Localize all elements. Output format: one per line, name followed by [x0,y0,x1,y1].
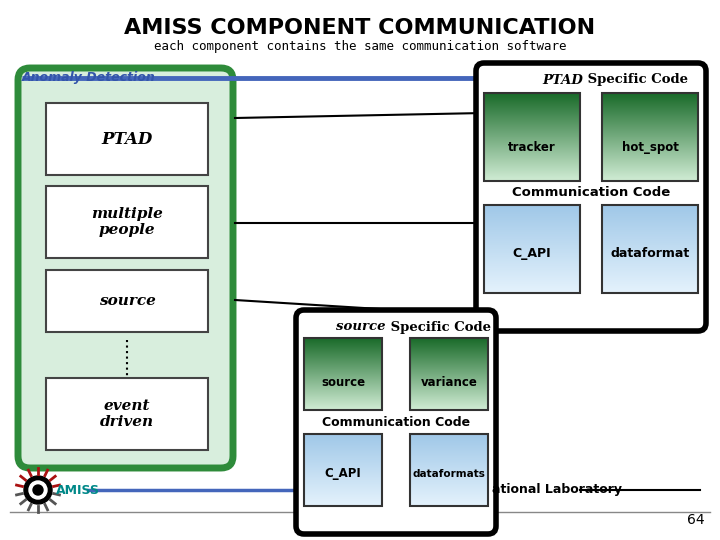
Text: PTAD: PTAD [542,73,583,86]
Bar [46,186,208,258]
Circle shape [33,485,43,495]
Text: each component contains the same communication software: each component contains the same communi… [154,40,566,53]
Text: event
driven: event driven [100,399,154,429]
FancyBboxPatch shape [476,63,706,331]
Text: AMISS: AMISS [56,483,100,496]
Text: variance: variance [420,376,477,389]
FancyBboxPatch shape [18,68,233,468]
Bar [410,338,488,410]
Bar [410,434,488,506]
Text: source: source [336,321,386,334]
Text: Anomaly Detection: Anomaly Detection [22,71,156,84]
Text: Communication Code: Communication Code [512,186,670,199]
Circle shape [24,476,52,504]
FancyBboxPatch shape [296,310,496,534]
Bar [484,93,580,181]
Text: multiple
people: multiple people [91,207,163,237]
Bar [46,103,208,175]
Text: AMISS COMPONENT COMMUNICATION: AMISS COMPONENT COMMUNICATION [125,18,595,38]
Text: C_API: C_API [513,247,552,260]
Bar [46,270,208,332]
Text: C_API: C_API [325,467,361,480]
Bar [304,434,382,506]
Text: 64: 64 [688,513,705,527]
Bar [304,338,382,410]
Bar [46,378,208,450]
Text: tracker: tracker [508,141,556,154]
Bar [484,205,580,293]
Text: PTAD: PTAD [102,131,153,147]
Text: hot_spot: hot_spot [621,141,678,154]
Bar [602,93,698,181]
Circle shape [29,481,47,499]
Text: source: source [99,294,156,308]
Text: dataformat: dataformat [611,247,690,260]
Text: dataformats: dataformats [413,469,485,478]
Text: Specific Code: Specific Code [386,321,491,334]
Text: source: source [321,376,365,389]
Text: ational Laboratory: ational Laboratory [492,483,622,496]
Bar [602,205,698,293]
Text: Communication Code: Communication Code [322,415,470,429]
Text: Specific Code: Specific Code [583,73,688,86]
